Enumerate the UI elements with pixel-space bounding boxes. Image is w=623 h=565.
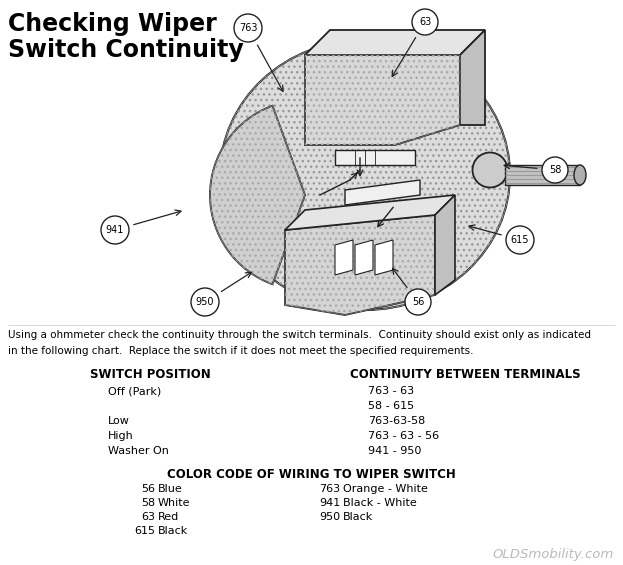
Ellipse shape	[472, 153, 508, 188]
Polygon shape	[335, 240, 353, 275]
Text: White: White	[158, 498, 191, 508]
Circle shape	[191, 288, 219, 316]
Text: 58: 58	[141, 498, 155, 508]
Text: 63: 63	[419, 17, 431, 27]
Text: Checking Wiper: Checking Wiper	[8, 12, 217, 36]
Text: Washer On: Washer On	[108, 446, 169, 456]
Text: 615: 615	[511, 235, 530, 245]
Text: 56: 56	[141, 484, 155, 494]
Text: CONTINUITY BETWEEN TERMINALS: CONTINUITY BETWEEN TERMINALS	[350, 368, 581, 381]
Text: in the following chart.  Replace the switch if it does not meet the specified re: in the following chart. Replace the swit…	[8, 346, 473, 356]
Polygon shape	[335, 150, 415, 165]
Circle shape	[506, 226, 534, 254]
Text: 763: 763	[319, 484, 340, 494]
Text: Black: Black	[158, 526, 188, 536]
Text: 56: 56	[412, 297, 424, 307]
Text: 941: 941	[106, 225, 124, 235]
Polygon shape	[285, 215, 435, 315]
Text: 950: 950	[196, 297, 214, 307]
Text: Black - White: Black - White	[343, 498, 417, 508]
Text: Switch Continuity: Switch Continuity	[8, 38, 244, 62]
Text: Low: Low	[108, 416, 130, 426]
Circle shape	[542, 157, 568, 183]
Text: OLDSmobility.com: OLDSmobility.com	[493, 548, 614, 561]
Text: 615: 615	[134, 526, 155, 536]
Text: 763 - 63: 763 - 63	[368, 386, 414, 396]
Text: Blue: Blue	[158, 484, 183, 494]
Ellipse shape	[574, 165, 586, 185]
Ellipse shape	[220, 40, 510, 310]
Text: Black: Black	[343, 512, 373, 522]
Text: High: High	[108, 431, 134, 441]
Polygon shape	[435, 195, 455, 295]
Polygon shape	[345, 180, 420, 205]
Circle shape	[101, 216, 129, 244]
Text: 763-63-58: 763-63-58	[368, 416, 426, 426]
Text: Red: Red	[158, 512, 179, 522]
Polygon shape	[285, 195, 455, 230]
Text: Off (Park): Off (Park)	[108, 386, 161, 396]
Text: 941 - 950: 941 - 950	[368, 446, 421, 456]
Wedge shape	[210, 106, 305, 284]
Polygon shape	[375, 240, 393, 275]
Text: 58 - 615: 58 - 615	[368, 401, 414, 411]
Polygon shape	[355, 240, 373, 275]
Circle shape	[412, 9, 438, 35]
Polygon shape	[460, 30, 485, 125]
Text: COLOR CODE OF WIRING TO WIPER SWITCH: COLOR CODE OF WIRING TO WIPER SWITCH	[166, 468, 455, 481]
FancyBboxPatch shape	[505, 165, 580, 185]
Text: 63: 63	[141, 512, 155, 522]
Circle shape	[234, 14, 262, 42]
Text: 58: 58	[549, 165, 561, 175]
Text: Orange - White: Orange - White	[343, 484, 428, 494]
Text: Using a ohmmeter check the continuity through the switch terminals.  Continuity : Using a ohmmeter check the continuity th…	[8, 330, 591, 340]
Polygon shape	[305, 30, 485, 55]
Text: 941: 941	[319, 498, 340, 508]
Circle shape	[405, 289, 431, 315]
Text: 763 - 63 - 56: 763 - 63 - 56	[368, 431, 439, 441]
Polygon shape	[305, 55, 460, 145]
Text: 950: 950	[319, 512, 340, 522]
Text: SWITCH POSITION: SWITCH POSITION	[90, 368, 211, 381]
Text: 763: 763	[239, 23, 257, 33]
